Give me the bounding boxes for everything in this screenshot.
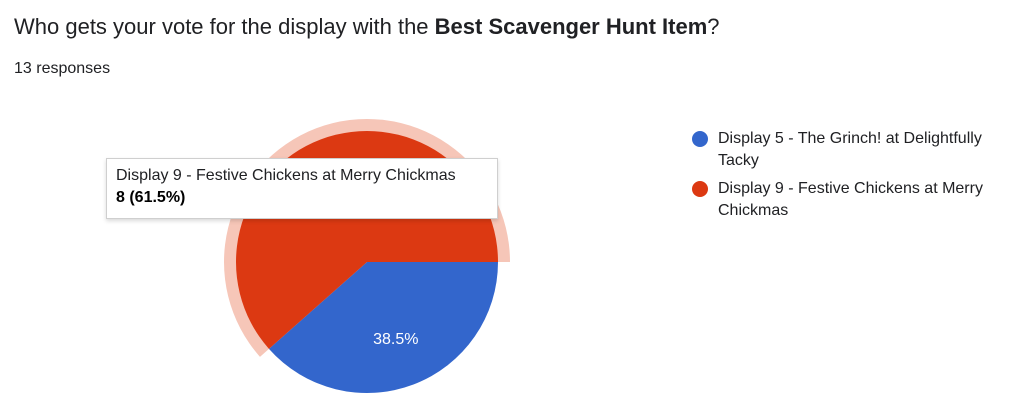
tooltip-title: Display 9 - Festive Chickens at Merry Ch… [116,167,456,184]
legend-dot-display-9 [692,181,708,197]
pie-slice-1[interactable] [268,262,498,393]
slice-tooltip: Display 9 - Festive Chickens at Merry Ch… [106,158,498,219]
legend-label-display-5: Display 5 - The Grinch! at Delightfully … [718,130,982,169]
legend-dot-display-5 [692,131,708,147]
question-suffix: ? [707,14,720,39]
chart-legend: Display 5 - The Grinch! at Delightfully … [692,128,1014,228]
tooltip-value: 8 (61.5%) [116,189,186,206]
legend-item-display-5[interactable]: Display 5 - The Grinch! at Delightfully … [692,128,1014,172]
question-title: Who gets your vote for the display with … [14,14,720,40]
legend-label-display-9: Display 9 - Festive Chickens at Merry Ch… [718,180,983,219]
question-prefix: Who gets your vote for the display with … [14,14,435,39]
response-count: 13 responses [14,60,111,77]
slice-percent-label-1: 38.5% [373,331,418,348]
legend-item-display-9[interactable]: Display 9 - Festive Chickens at Merry Ch… [692,178,1014,222]
question-emphasis: Best Scavenger Hunt Item [434,14,708,39]
